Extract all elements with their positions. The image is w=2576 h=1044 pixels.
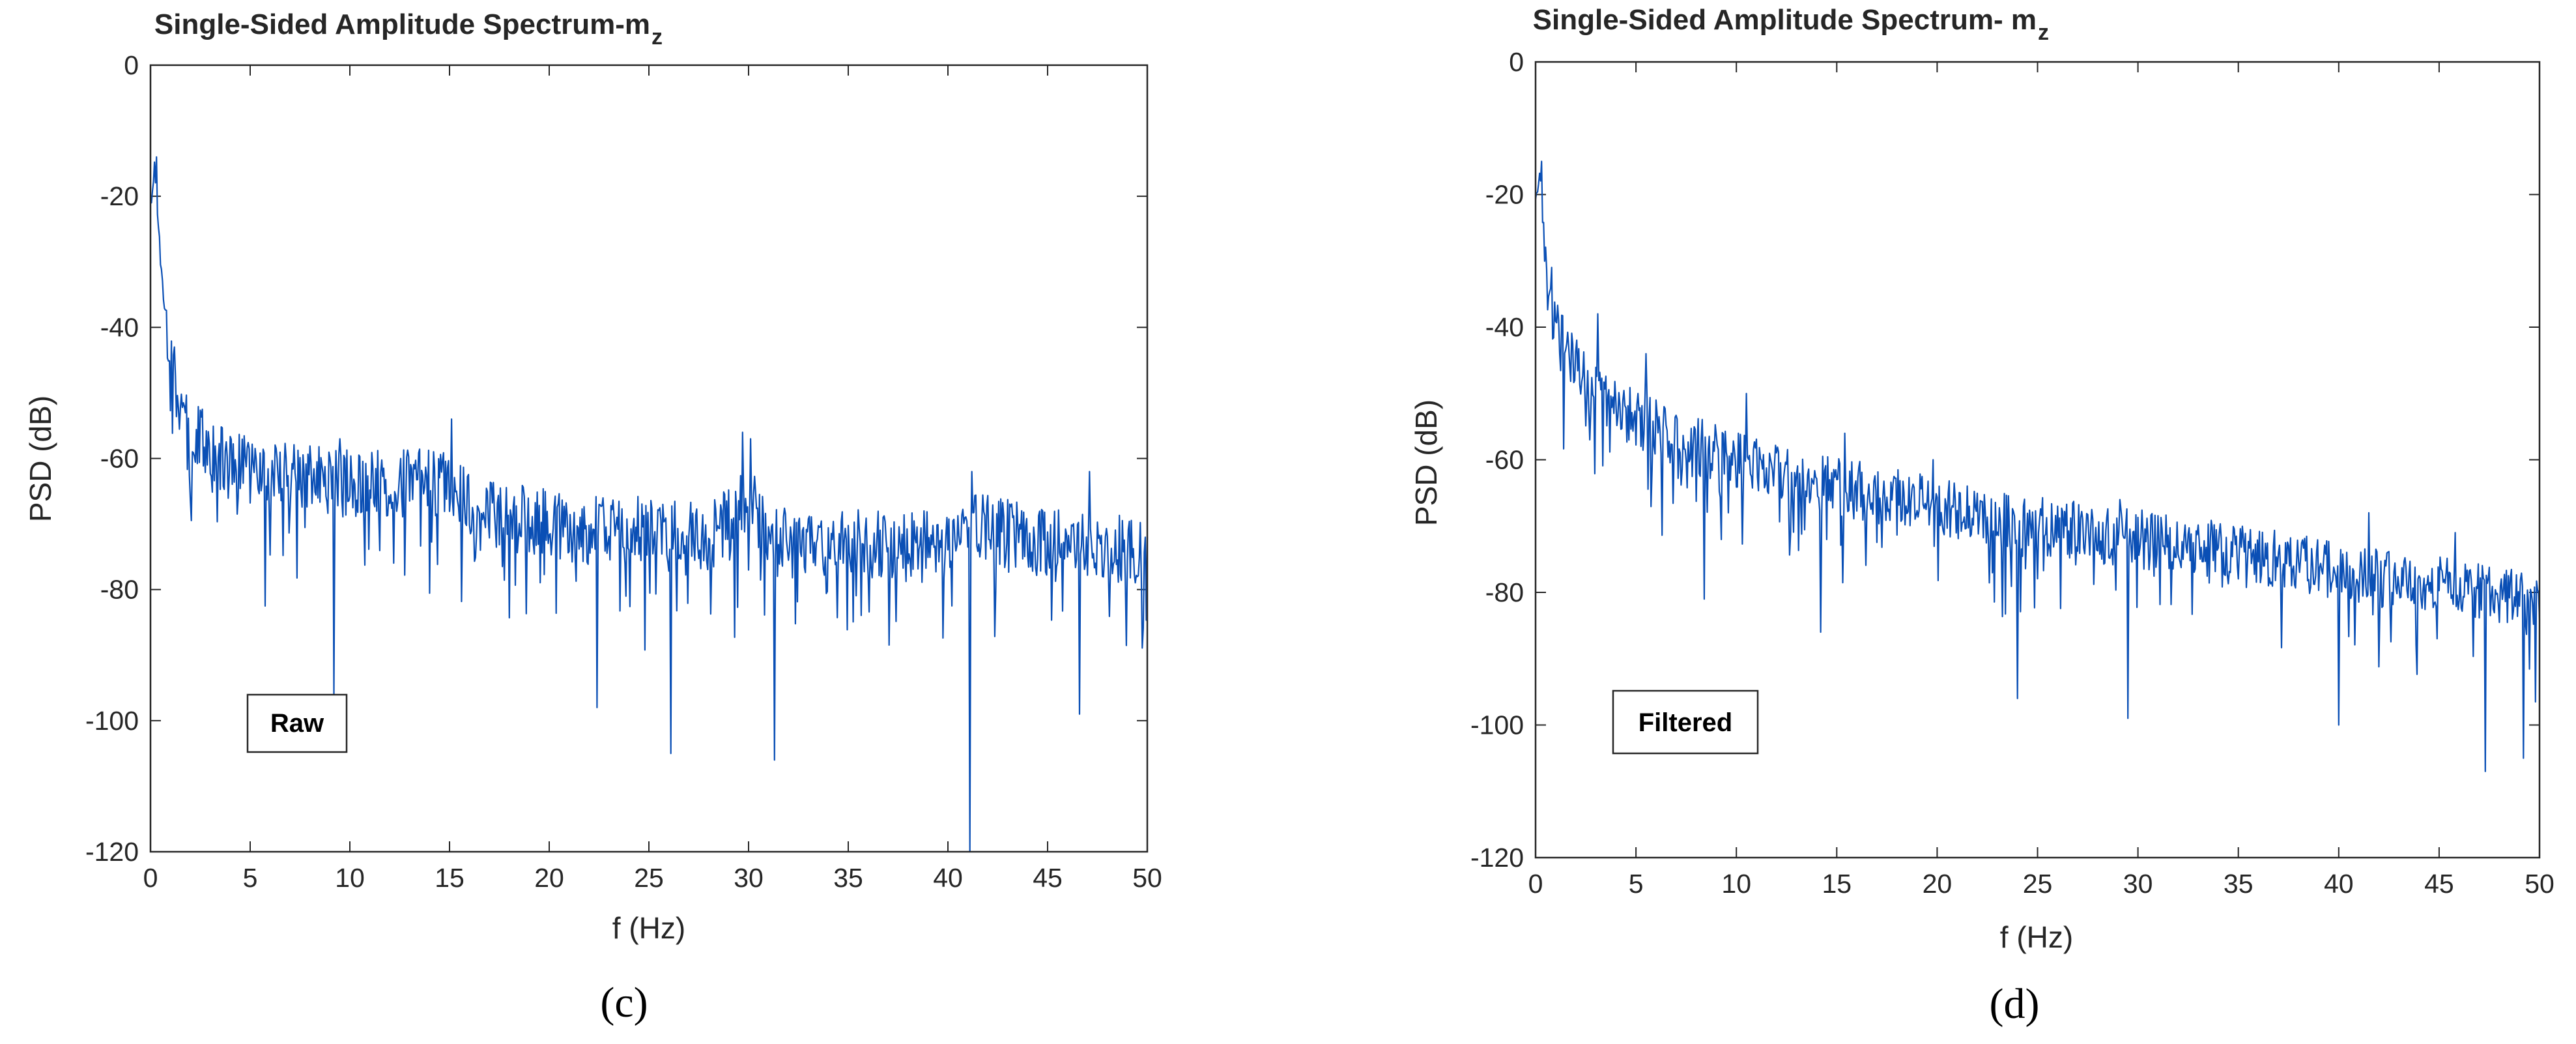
x-tick-label: 10 [335,863,365,893]
raw-spectrum-chart: Single-Sided Amplitude Spectrum-m z 0 -20… [23,8,1162,1026]
plot-frame [149,64,1149,853]
y-tick-label: 0 [124,50,139,80]
x-tick-label: 50 [2525,869,2555,899]
x-axis-ticks: 0 5 10 15 20 25 30 35 40 45 50 [1528,62,2555,899]
x-tick-label: 40 [933,863,963,893]
y-tick-label: -20 [100,181,139,211]
x-tick-label: 35 [2224,869,2254,899]
x-tick-label: 15 [435,863,465,893]
x-tick-label: 5 [243,863,258,893]
chart-title-subscript: z [2038,20,2049,45]
y-tick-label: -60 [100,444,139,474]
x-tick-label: 30 [2123,869,2153,899]
y-axis-label: PSD (dB) [23,396,57,522]
x-tick-label: 25 [2023,869,2053,899]
x-tick-label: 20 [534,863,564,893]
y-tick-label: 0 [1509,47,1524,77]
legend-box: Raw [246,693,348,753]
x-tick-label: 0 [143,863,158,893]
x-tick-label: 20 [1923,869,1953,899]
x-tick-label: 5 [1629,869,1644,899]
x-tick-label: 35 [833,863,863,893]
y-tick-label: -80 [100,575,139,605]
y-tick-label: -80 [1485,577,1524,607]
legend-label: Filtered [1639,708,1732,737]
x-tick-label: 10 [1721,869,1751,899]
y-tick-label: -40 [1485,312,1524,342]
x-tick-label: 45 [2424,869,2454,899]
y-axis-label: PSD (dB) [1409,399,1443,526]
x-tick-label: 30 [734,863,764,893]
y-tick-label: -100 [85,706,139,736]
filtered-series-line [1534,160,2541,772]
legend-box: Filtered [1612,689,1759,755]
panel-caption: (c) [600,979,648,1026]
panel-caption: (d) [1990,980,2040,1028]
x-axis-label: f (Hz) [612,911,685,945]
raw-series-line [150,156,1149,853]
chart-title: Single-Sided Amplitude Spectrum-m [154,8,650,40]
legend-label: Raw [270,709,324,738]
x-tick-label: 15 [1822,869,1852,899]
x-axis-label: f (Hz) [2000,920,2073,954]
y-tick-label: -100 [1470,710,1524,740]
x-axis-ticks: 0 5 10 15 20 25 30 35 40 45 50 [143,65,1162,893]
chart-title: Single-Sided Amplitude Spectrum- m [1533,4,2037,36]
x-tick-label: 40 [2324,869,2354,899]
x-tick-label: 50 [1132,863,1162,893]
y-tick-label: -20 [1485,180,1524,210]
y-tick-label: -120 [1470,843,1524,873]
x-tick-label: 25 [634,863,664,893]
y-tick-label: -40 [100,312,139,342]
chart-title-subscript: z [651,25,663,50]
plot-frame [1534,61,2541,859]
y-tick-label: -60 [1485,445,1524,475]
x-tick-label: 45 [1033,863,1063,893]
y-tick-label: -120 [85,837,139,867]
x-tick-label: 0 [1528,869,1543,899]
filtered-spectrum-chart: Single-Sided Amplitude Spectrum- m z 0 -2… [1409,4,2555,1028]
